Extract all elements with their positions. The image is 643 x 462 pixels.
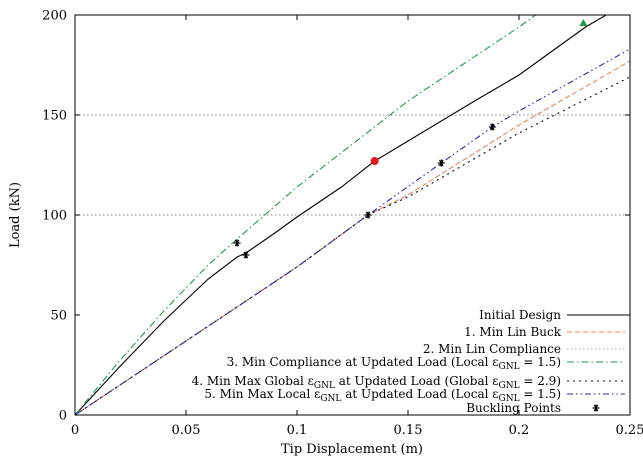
legend-text-part: 5. Min Max Local ε bbox=[204, 387, 320, 401]
buckling-point bbox=[437, 159, 445, 167]
x-tick-label: 0.25 bbox=[616, 423, 643, 438]
legend-sample-buckling bbox=[592, 404, 600, 412]
green-triangle-marker bbox=[579, 19, 588, 26]
legend-label-s5: 5. Min Max Local εGNL​ at Updated Load (… bbox=[204, 387, 561, 404]
buckling-point bbox=[242, 251, 250, 259]
y-tick-label: 0 bbox=[59, 409, 67, 424]
legend-label-s4: 4. Min Max Global εGNL​ at Updated Load … bbox=[192, 374, 561, 391]
legend-subscript: GNL bbox=[499, 362, 520, 372]
buckling-point bbox=[364, 211, 372, 219]
x-tick-label: 0.2 bbox=[509, 423, 530, 438]
legend-subscript: GNL bbox=[499, 381, 520, 391]
legend-text-part: 2. Min Lin Compliance bbox=[423, 342, 561, 356]
y-tick-label: 150 bbox=[42, 109, 67, 124]
buckling-point bbox=[488, 123, 496, 131]
x-tick-label: 0.15 bbox=[394, 423, 423, 438]
x-tick-label: 0 bbox=[71, 423, 79, 438]
series-line-0 bbox=[75, 15, 608, 415]
legend-label-s2: 2. Min Lin Compliance bbox=[423, 342, 561, 356]
y-tick-label: 50 bbox=[50, 309, 67, 324]
grid-lines bbox=[75, 114, 630, 216]
legend-text-part: 4. Min Max Global ε bbox=[192, 374, 314, 388]
buckling-point bbox=[233, 239, 241, 247]
legend-label-s0: Initial Design bbox=[479, 308, 561, 322]
legend-text-part: 1. Min Lin Buck bbox=[464, 325, 562, 339]
y-axis-label: Load (kN) bbox=[8, 182, 23, 248]
legend-subscript: GNL bbox=[499, 394, 520, 404]
legend-label-s1: 1. Min Lin Buck bbox=[464, 325, 562, 339]
legend-text-part: Initial Design bbox=[479, 308, 561, 322]
series-line-5 bbox=[75, 48, 630, 415]
legend-subscript: GNL bbox=[320, 394, 341, 404]
x-axis-label: Tip Displacement (m) bbox=[281, 442, 423, 457]
legend-text-part: = 1.5) bbox=[520, 355, 561, 369]
axis-ticks: 0 0.05 0.1 0.15 0.2 0.25 0 50 100 150 200 bbox=[42, 9, 643, 439]
y-tick-label: 200 bbox=[42, 9, 67, 24]
legend-text-part: at Updated Load (Global ε bbox=[335, 374, 499, 388]
legend-subscript: GNL bbox=[314, 381, 335, 391]
legend-text-part: = 2.9) bbox=[520, 374, 561, 388]
red-circle-marker bbox=[370, 157, 379, 165]
legend-text-part: at Updated Load (Local ε bbox=[341, 387, 498, 401]
legend-label-s3: 3. Min Compliance at Updated Load (Local… bbox=[227, 355, 561, 372]
marker-layer bbox=[233, 19, 588, 259]
legend-text-part: Buckling Points bbox=[466, 401, 561, 415]
series-line-3 bbox=[75, 15, 537, 415]
x-tick-label: 0.1 bbox=[287, 423, 308, 438]
legend-text-part: 3. Min Compliance at Updated Load (Local… bbox=[227, 355, 499, 369]
y-tick-label: 100 bbox=[42, 209, 67, 224]
legend-text-part: = 1.5) bbox=[520, 387, 561, 401]
legend: Initial Design 1. Min Lin Buck 2. Min Lin … bbox=[192, 308, 625, 415]
x-tick-label: 0.05 bbox=[172, 423, 201, 438]
legend-label-bp: Buckling Points bbox=[466, 401, 561, 415]
